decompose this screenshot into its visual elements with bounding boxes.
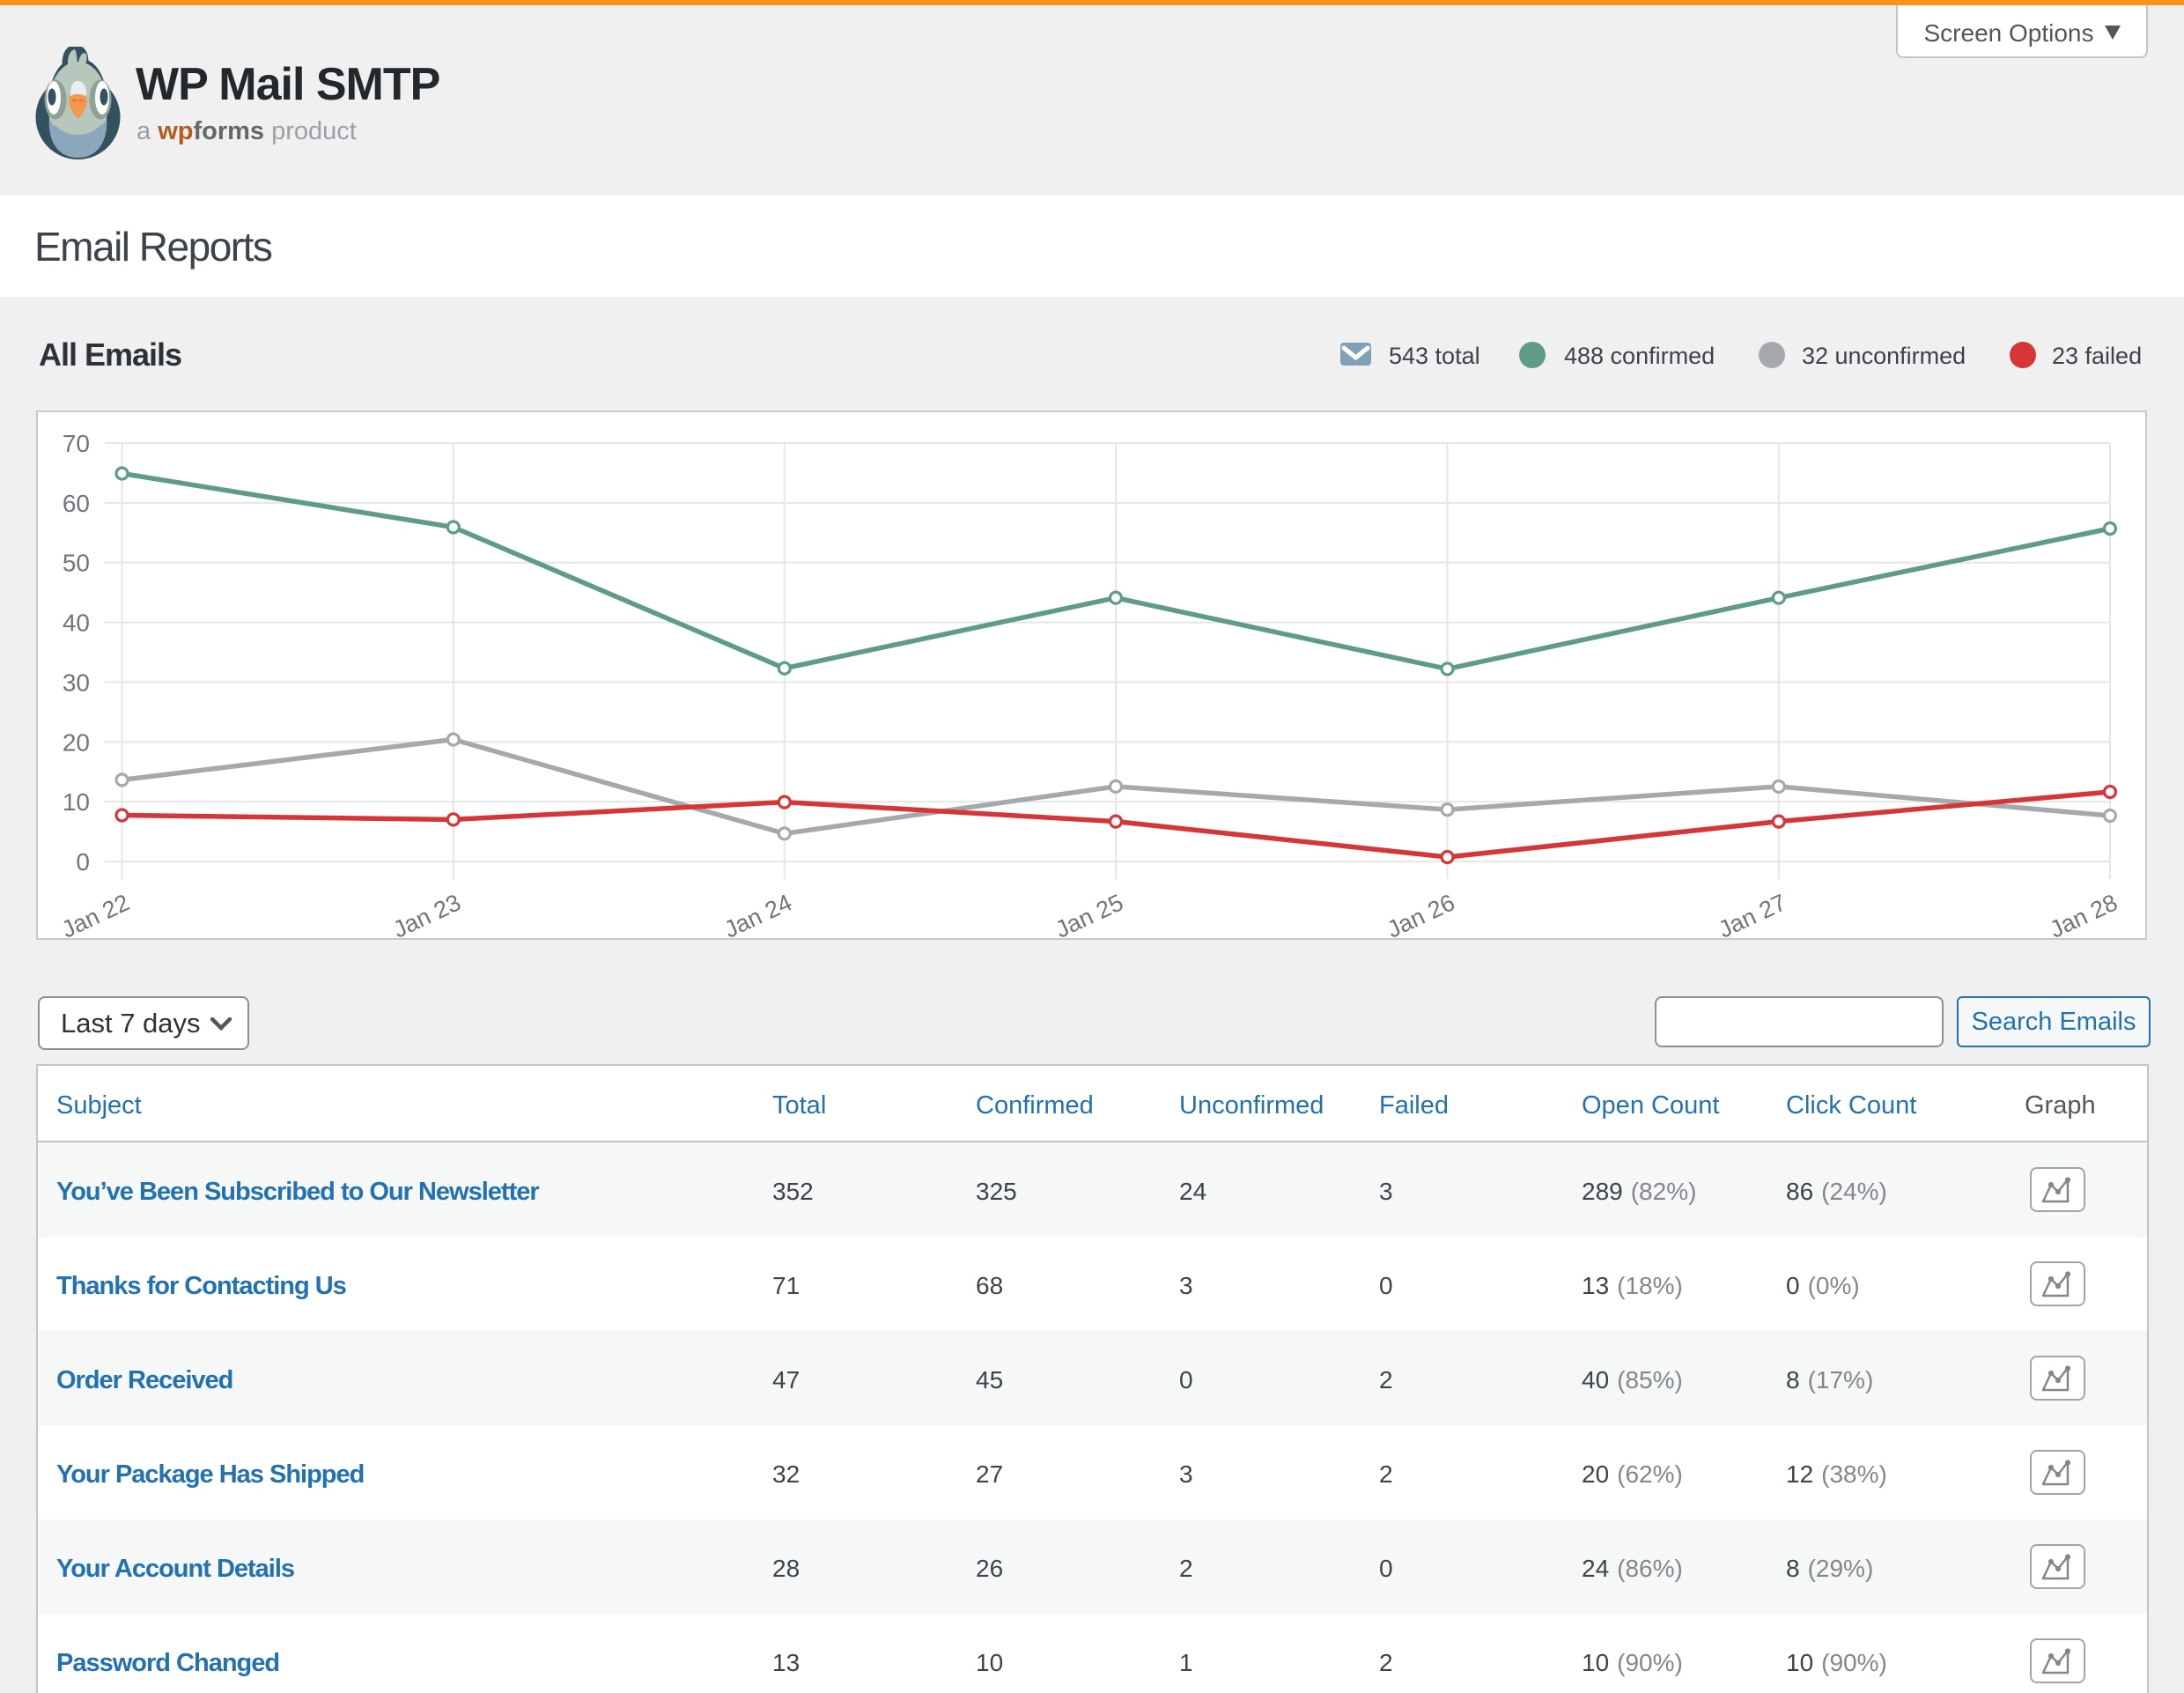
svg-text:Jan 26: Jan 26: [1383, 889, 1458, 938]
svg-text:0: 0: [76, 848, 90, 876]
svg-text:Jan 22: Jan 22: [57, 889, 133, 938]
svg-text:10: 10: [63, 788, 90, 816]
svg-text:50: 50: [63, 550, 90, 577]
svg-text:40: 40: [63, 610, 90, 637]
svg-text:Jan 23: Jan 23: [389, 889, 465, 938]
svg-text:Jan 24: Jan 24: [720, 889, 796, 938]
svg-text:Jan 25: Jan 25: [1051, 889, 1127, 938]
svg-text:70: 70: [63, 430, 90, 457]
svg-text:Jan 27: Jan 27: [1715, 889, 1790, 938]
svg-text:30: 30: [63, 669, 90, 696]
svg-text:20: 20: [63, 728, 90, 756]
svg-text:60: 60: [63, 490, 90, 517]
svg-text:Jan 28: Jan 28: [2046, 889, 2121, 938]
